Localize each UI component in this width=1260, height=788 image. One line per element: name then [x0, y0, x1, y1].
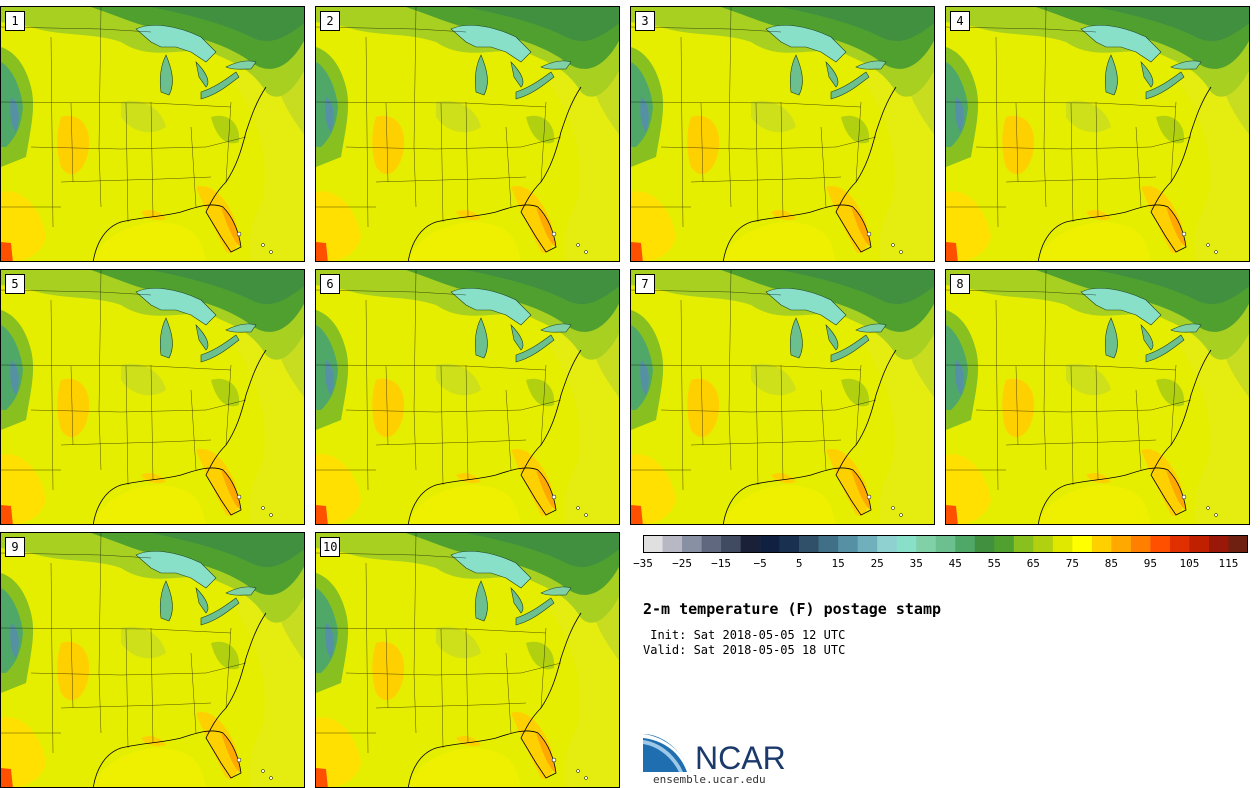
- colorbar-swatch: [896, 535, 917, 553]
- colorbar-swatch: [1111, 535, 1132, 553]
- forecast-panel-8: 8: [945, 269, 1250, 525]
- colorbar-swatch: [818, 535, 839, 553]
- member-number: 10: [320, 537, 341, 557]
- colorbar-swatch: [1130, 535, 1151, 553]
- colorbar-tick-label: −5: [753, 557, 767, 570]
- colorbar-swatch: [1208, 535, 1229, 553]
- colorbar-swatch: [799, 535, 819, 553]
- colorbar-border: [643, 535, 1248, 553]
- colorbar-swatch: [974, 535, 995, 553]
- colorbar-tick-label: 105: [1179, 557, 1200, 570]
- colorbar-tick-label: 65: [1026, 557, 1040, 570]
- forecast-panel-2: 2: [315, 6, 620, 262]
- logo-url: ensemble.ucar.edu: [653, 773, 766, 786]
- colorbar-swatch: [740, 535, 761, 553]
- colorbar-tick-label: −35: [633, 557, 653, 570]
- colorbar-tick-label: 85: [1104, 557, 1118, 570]
- forecast-panel-4: 4: [945, 6, 1250, 262]
- colorbar-swatch: [779, 535, 800, 553]
- init-time: Init: Sat 2018-05-05 12 UTC: [643, 628, 846, 642]
- member-number: 1: [5, 11, 25, 31]
- valid-time: Valid: Sat 2018-05-05 18 UTC: [643, 643, 846, 657]
- colorbar-swatch: [1189, 535, 1210, 553]
- colorbar-swatch: [1091, 535, 1112, 553]
- colorbar-swatch: [1169, 535, 1190, 553]
- colorbar-swatch: [955, 535, 976, 553]
- colorbar-swatch: [701, 535, 722, 553]
- colorbar-swatch: [760, 535, 780, 553]
- colorbar-tick-label: 115: [1218, 557, 1239, 570]
- colorbar-swatch: [1072, 535, 1093, 553]
- colorbar-tick-label: 45: [948, 557, 962, 570]
- colorbar-swatch: [935, 535, 956, 553]
- forecast-panel-9: 9: [0, 532, 305, 788]
- colorbar-tick-label: 55: [987, 557, 1001, 570]
- colorbar-swatch: [994, 535, 1015, 553]
- colorbar-tick-label: 35: [909, 557, 923, 570]
- colorbar-tick-label: 25: [870, 557, 884, 570]
- member-number: 8: [950, 274, 970, 294]
- chart-title: 2-m temperature (F) postage stamp: [643, 600, 942, 618]
- colorbar-swatch: [838, 535, 858, 553]
- forecast-panel-1: 1: [0, 6, 305, 262]
- colorbar-swatch: [643, 535, 663, 553]
- member-number: 6: [320, 274, 340, 294]
- temperature-map: [1, 533, 304, 787]
- colorbar-tick-label: 95: [1143, 557, 1158, 570]
- colorbar-tick-label: 75: [1065, 557, 1079, 570]
- forecast-panel-3: 3: [630, 6, 935, 262]
- colorbar-swatch: [877, 535, 898, 553]
- colorbar-tick-label: −15: [711, 557, 731, 570]
- colorbar-swatch: [1033, 535, 1054, 553]
- temperature-map: [316, 533, 619, 787]
- temperature-map: [316, 7, 619, 261]
- colorbar-swatch: [662, 535, 683, 553]
- member-number: 2: [320, 11, 340, 31]
- colorbar-swatch: [857, 535, 878, 553]
- forecast-panel-5: 5: [0, 269, 305, 525]
- forecast-panel-10: 10: [315, 532, 620, 788]
- colorbar-swatch: [721, 535, 741, 553]
- colorbar-swatch: [1150, 535, 1171, 553]
- temperature-map: [631, 270, 934, 524]
- member-number: 9: [5, 537, 25, 557]
- colorbar-swatch: [916, 535, 937, 553]
- colorbar-tick-label: 15: [831, 557, 845, 570]
- logo-text: NCAR: [695, 740, 786, 774]
- member-number: 5: [5, 274, 25, 294]
- temperature-map: [1, 270, 304, 524]
- colorbar-tick-label: 5: [795, 557, 803, 570]
- colorbar-tick-labels: −35 −25 −15 −5 5 15 25 35 45 55 65 75 85 95 105 115: [633, 557, 1248, 573]
- temperature-map: [946, 7, 1249, 261]
- ncar-logo: NCAR: [643, 734, 786, 774]
- temperature-map: [316, 270, 619, 524]
- colorbar-swatch: [1013, 535, 1034, 553]
- forecast-panel-7: 7: [630, 269, 935, 525]
- member-number: 3: [635, 11, 655, 31]
- member-number: 7: [635, 274, 655, 294]
- temperature-map: [631, 7, 934, 261]
- forecast-panel-6: 6: [315, 269, 620, 525]
- temperature-colorbar: [643, 535, 1248, 553]
- temperature-map: [1, 7, 304, 261]
- colorbar-swatch: [682, 535, 702, 553]
- colorbar-swatch: [1228, 535, 1248, 553]
- colorbar-swatch: [1052, 535, 1073, 553]
- member-number: 4: [950, 11, 970, 31]
- colorbar-tick-label: −25: [672, 557, 692, 570]
- temperature-map: [946, 270, 1249, 524]
